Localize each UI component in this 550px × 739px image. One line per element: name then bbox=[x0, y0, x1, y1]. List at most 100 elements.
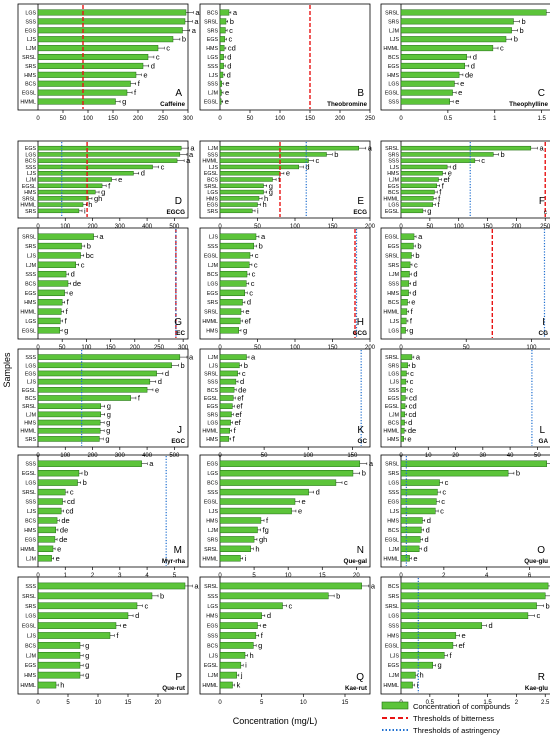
bar bbox=[219, 208, 253, 214]
significance-label: k bbox=[237, 681, 241, 690]
significance-label: de bbox=[73, 279, 81, 288]
significance-label: f bbox=[138, 79, 141, 88]
x-tick-label: 300 bbox=[178, 345, 189, 351]
significance-label: e bbox=[458, 88, 462, 97]
legend-swatch-bar bbox=[381, 701, 409, 710]
category-label: HMML bbox=[20, 203, 36, 209]
category-label: EGSL bbox=[204, 253, 218, 259]
bar bbox=[219, 233, 257, 240]
bar bbox=[219, 252, 251, 259]
x-tick-label: 0 bbox=[399, 345, 403, 351]
bar bbox=[400, 233, 415, 240]
bar bbox=[219, 362, 240, 369]
category-label: SSS bbox=[25, 500, 36, 506]
category-label: SRS bbox=[25, 437, 36, 443]
bar bbox=[400, 177, 439, 182]
x-tick-label: 100 bbox=[60, 453, 71, 459]
panel-A: 50 100 150 200 250 300 0 LGS a SSS a EGS a LJS b LJM c SR… bbox=[17, 3, 200, 122]
bar bbox=[400, 378, 407, 385]
x-tick-label: 50 bbox=[254, 345, 261, 351]
panel-note: c bbox=[544, 209, 548, 216]
x-tick-label: 200 bbox=[130, 345, 141, 351]
panel-letter: C bbox=[538, 88, 545, 99]
bar bbox=[219, 460, 361, 467]
category-label: SSS bbox=[25, 462, 36, 468]
significance-label: d bbox=[413, 279, 417, 288]
significance-label: c bbox=[442, 488, 446, 497]
bar bbox=[37, 202, 84, 207]
category-label: LGS bbox=[25, 319, 36, 325]
bar bbox=[400, 362, 409, 369]
category-label: LJS bbox=[27, 634, 37, 640]
category-label: SRSL bbox=[204, 19, 218, 25]
significance-label: ef bbox=[459, 641, 466, 650]
bar bbox=[37, 71, 137, 78]
x-tick-label: 20 bbox=[452, 453, 459, 459]
significance-label: d bbox=[247, 298, 251, 307]
category-label: LGS bbox=[388, 481, 399, 487]
significance-label: d bbox=[489, 621, 493, 630]
category-label: LJM bbox=[208, 355, 218, 361]
bar bbox=[37, 555, 52, 562]
panel-frame bbox=[17, 3, 189, 111]
significance-label: e bbox=[123, 621, 127, 630]
significance-label: de bbox=[408, 426, 416, 435]
category-label: EGSL bbox=[22, 388, 36, 394]
x-tick-label: 100 bbox=[290, 345, 301, 351]
category-label: SRSL bbox=[385, 146, 399, 152]
panel-N: 5 10 15 20 0 EGS a LGS b BCS c SSS d EGSL e LJS e HMS f LJM… bbox=[199, 454, 374, 579]
x-tick-label: 0.5 bbox=[426, 700, 435, 706]
significance-label: e bbox=[411, 298, 415, 307]
category-label: SRS bbox=[388, 471, 399, 477]
bar bbox=[37, 18, 186, 25]
significance-label: b bbox=[244, 361, 248, 370]
bar bbox=[219, 642, 254, 649]
x-tick-label: 100 bbox=[81, 345, 92, 351]
significance-label: a bbox=[192, 26, 197, 35]
significance-label: a bbox=[416, 353, 421, 362]
significance-label: ef bbox=[237, 394, 244, 403]
bar bbox=[37, 642, 81, 649]
panel-frame bbox=[17, 227, 189, 340]
bar bbox=[400, 327, 406, 334]
x-tick-label: 0 bbox=[399, 224, 403, 230]
significance-label: g bbox=[64, 326, 68, 335]
category-label: LJS bbox=[390, 380, 400, 386]
bar bbox=[219, 651, 246, 659]
bar bbox=[37, 261, 76, 268]
panel-letter: A bbox=[175, 88, 182, 99]
category-label: BCS bbox=[388, 584, 399, 590]
bar bbox=[219, 479, 337, 486]
significance-label: b bbox=[160, 591, 164, 600]
category-label: SRS bbox=[388, 152, 399, 158]
significance-label: g bbox=[85, 671, 89, 680]
significance-label: e bbox=[407, 434, 411, 443]
bar bbox=[400, 582, 549, 590]
significance-label: a bbox=[149, 459, 154, 468]
significance-label: b bbox=[84, 469, 88, 478]
significance-label: e bbox=[302, 497, 306, 506]
category-label: BCS bbox=[207, 388, 218, 394]
significance-label: d bbox=[316, 488, 320, 497]
significance-label: cd bbox=[409, 402, 417, 411]
x-tick-label: 0 bbox=[399, 116, 403, 122]
x-tick-label: 150 bbox=[483, 224, 494, 230]
category-label: LJS bbox=[209, 653, 219, 659]
category-label: HMML bbox=[202, 159, 218, 165]
bar bbox=[400, 62, 465, 69]
significance-label: c bbox=[316, 156, 320, 165]
significance-label: f bbox=[134, 88, 137, 97]
panel-R: 0.511.522.50BCSaSRSaSRSLbLGScSSSdHMSeEGS… bbox=[380, 576, 550, 706]
x-tick-label: 250 bbox=[158, 116, 169, 122]
category-label: BCS bbox=[388, 528, 399, 534]
significance-label: c bbox=[166, 44, 170, 53]
category-label: LGS bbox=[207, 282, 218, 288]
category-label: HMS bbox=[387, 171, 399, 177]
bar bbox=[400, 536, 421, 543]
significance-label: c bbox=[144, 601, 148, 610]
bar bbox=[219, 36, 226, 43]
significance-label: d bbox=[227, 61, 231, 70]
category-label: LJS bbox=[27, 37, 37, 43]
